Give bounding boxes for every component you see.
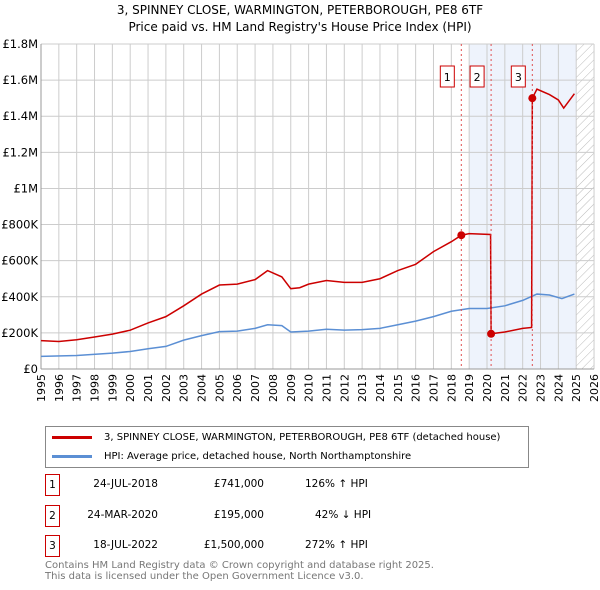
legend-swatch-blue xyxy=(52,455,92,458)
x-tick-label: 2026 xyxy=(588,374,600,402)
transaction-marker: 1 xyxy=(45,474,60,496)
x-tick-label: 2008 xyxy=(267,374,280,402)
transaction-hpi: 42% ↓ HPI xyxy=(315,509,372,521)
y-tick-label: £1.8M xyxy=(2,37,38,51)
forecast-hatch xyxy=(576,44,595,369)
sale-label-box xyxy=(469,65,485,88)
sale-label-box xyxy=(510,65,526,88)
sale-label: 3 xyxy=(515,71,522,84)
transaction-marker: 2 xyxy=(45,505,60,527)
footer-licence: This data is licensed under the Open Gov… xyxy=(45,571,364,582)
sale-point xyxy=(528,94,537,103)
x-tick-label: 2001 xyxy=(142,374,155,402)
x-tick-label: 2009 xyxy=(285,374,298,402)
y-tick-label: £0 xyxy=(23,362,38,376)
sale-label: 2 xyxy=(474,71,481,84)
x-tick-label: 2000 xyxy=(124,374,137,402)
sale-point xyxy=(457,231,466,240)
x-tick-label: 2024 xyxy=(552,374,565,402)
y-tick-label: £400K xyxy=(1,290,38,304)
y-tick-label: £800K xyxy=(1,218,38,232)
transaction-hpi: 272% ↑ HPI xyxy=(305,539,368,551)
x-tick-label: 2021 xyxy=(499,374,512,402)
hpi-line xyxy=(40,293,575,358)
x-tick-label: 2013 xyxy=(356,374,369,402)
y-tick-label: £200K xyxy=(1,326,38,340)
transaction-price: £741,000 xyxy=(213,478,264,490)
x-tick-label: 2005 xyxy=(213,374,226,402)
legend-item-hpi: HPI: Average price, detached house, Nort… xyxy=(52,451,411,462)
x-tick-label: 1997 xyxy=(71,374,84,402)
y-tick-label: £1.2M xyxy=(2,145,38,159)
x-tick-label: 2016 xyxy=(410,374,423,402)
y-tick-label: £1.6M xyxy=(2,73,38,87)
price-chart: 1995 1996 1997 1998 1999 2000 2001 2002 2003 2004… xyxy=(1,37,600,402)
x-tick-label: 1996 xyxy=(53,374,66,402)
sale-point xyxy=(487,329,496,338)
y-tick-label: £1.4M xyxy=(2,109,38,123)
x-tick-label: 2017 xyxy=(427,374,440,402)
footer: Contains HM Land Registry data © Crown c… xyxy=(45,560,434,582)
legend-swatch-red xyxy=(52,436,92,439)
y-tick-label: £1M xyxy=(13,181,38,195)
x-tick-label: 2002 xyxy=(160,374,173,402)
legend-item-property: 3, SPINNEY CLOSE, WARMINGTON, PETERBOROU… xyxy=(52,432,500,443)
y-tick-label: £600K xyxy=(1,254,38,268)
x-tick-label: 2018 xyxy=(445,374,458,402)
legend-label: 3, SPINNEY CLOSE, WARMINGTON, PETERBOROU… xyxy=(104,432,501,443)
x-tick-label: 2004 xyxy=(196,374,209,402)
x-tick-label: 2006 xyxy=(231,374,244,402)
transaction-row: 1 24-JUL-2018 £741,000 126% ↑ HPI xyxy=(45,474,445,496)
transaction-date: 18-JUL-2022 xyxy=(93,539,158,551)
chart-title: 3, SPINNEY CLOSE, WARMINGTON, PETERBOROU… xyxy=(116,3,484,17)
x-tick-label: 2003 xyxy=(178,374,191,402)
x-tick-label: 1999 xyxy=(106,374,119,402)
x-tick-label: 2022 xyxy=(517,374,530,402)
x-tick-label: 2025 xyxy=(570,374,583,402)
x-tick-label: 2011 xyxy=(320,374,333,402)
x-tick-label: 2023 xyxy=(535,374,548,402)
footer-copyright: Contains HM Land Registry data © Crown c… xyxy=(45,560,434,571)
transaction-date: 24-MAR-2020 xyxy=(87,509,158,521)
x-tick-label: 2015 xyxy=(392,374,405,402)
sale-label-box xyxy=(439,65,455,88)
legend: 3, SPINNEY CLOSE, WARMINGTON, PETERBOROU… xyxy=(45,426,529,468)
x-tick-label: 2012 xyxy=(338,374,351,402)
sale-label: 1 xyxy=(444,71,451,84)
x-tick-label: 2010 xyxy=(303,374,316,402)
x-tick-label: 2014 xyxy=(374,374,387,402)
transaction-row: 2 24-MAR-2020 £195,000 42% ↓ HPI xyxy=(45,505,445,527)
legend-label: HPI: Average price, detached house, Nort… xyxy=(104,451,412,462)
x-tick-label: 1998 xyxy=(89,374,102,402)
property-price-line xyxy=(40,88,576,343)
transaction-marker: 3 xyxy=(45,535,60,557)
transaction-price: £1,500,000 xyxy=(203,539,264,551)
transaction-hpi: 126% ↑ HPI xyxy=(305,478,368,490)
x-tick-label: 2019 xyxy=(463,374,476,402)
chart-subtitle: Price paid vs. HM Land Registry's House … xyxy=(128,20,472,34)
x-tick-label: 2007 xyxy=(249,374,262,402)
transaction-row: 3 18-JUL-2022 £1,500,000 272% ↑ HPI xyxy=(45,535,445,557)
x-tick-label: 2020 xyxy=(481,374,494,402)
x-tick-label: 1995 xyxy=(35,374,48,402)
transaction-date: 24-JUL-2018 xyxy=(93,478,158,490)
transaction-price: £195,000 xyxy=(213,509,264,521)
